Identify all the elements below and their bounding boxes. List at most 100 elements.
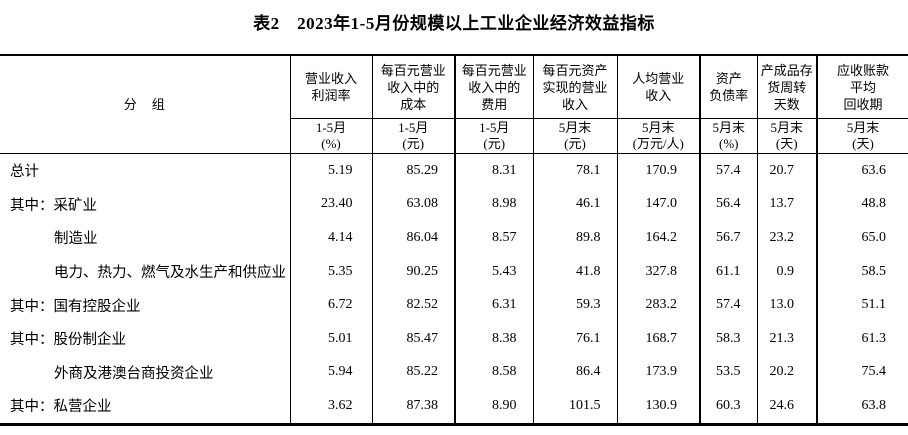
cell-value: 87.38 — [371, 389, 455, 425]
subheader-profit-margin: 1-5月 (%) — [289, 118, 372, 154]
header-inventory-days: 产成品存 货周转 天数 — [756, 55, 817, 119]
economic-indicators-table: 分 组 营业收入 利润率 每百元营业 收入中的 成本 每百元营业 收入中的 费用… — [0, 54, 908, 426]
subheader-cost-per-100: 1-5月 (元) — [371, 118, 455, 154]
cell-value: 86.4 — [532, 355, 617, 390]
cell-value: 41.8 — [532, 254, 617, 289]
cell-value: 8.31 — [454, 153, 533, 188]
cell-value: 5.19 — [289, 153, 372, 188]
subheader-inventory-days: 5月末 (天) — [756, 118, 817, 154]
row-label: 其中：股份制企业 — [0, 322, 290, 356]
cell-value: 46.1 — [532, 187, 617, 222]
subheader-expense-per-100: 1-5月 (元) — [454, 118, 533, 154]
subheader-receivable-period: 5月末 (天) — [816, 118, 908, 154]
cell-value: 5.43 — [454, 254, 533, 289]
cell-value: 85.29 — [371, 153, 455, 188]
cell-value: 56.4 — [699, 187, 757, 222]
row-label-prefix: 其中： — [10, 399, 54, 416]
row-label-prefix: 其中： — [10, 298, 54, 315]
table-row-mining: 其中：采矿业 23.40 63.08 8.98 46.1 147.0 56.4 … — [0, 187, 908, 222]
row-label-name: 电力、热力、燃气及水生产和供应业 — [54, 265, 286, 282]
cell-value: 85.22 — [371, 355, 455, 390]
page-title: 表2 2023年1-5月份规模以上工业企业经济效益指标 — [253, 14, 655, 33]
cell-value: 13.7 — [756, 187, 817, 222]
cell-value: 65.0 — [816, 221, 908, 255]
row-label-prefix: 其中： — [10, 332, 54, 349]
row-label-name: 总计 — [10, 164, 39, 181]
subheader-revenue-per-capita: 5月末 (万元/人) — [616, 118, 700, 154]
cell-value: 58.5 — [816, 254, 908, 289]
cell-value: 23.2 — [756, 221, 817, 255]
cell-value: 60.3 — [699, 389, 757, 425]
cell-value: 76.1 — [532, 321, 617, 356]
table-row-foreign-invested: 外商及港澳台商投资企业 5.94 85.22 8.58 86.4 173.9 5… — [0, 355, 908, 390]
header-group: 分 组 — [0, 55, 290, 154]
cell-value: 101.5 — [532, 389, 617, 425]
subheader-revenue-per-asset: 5月末 (元) — [532, 118, 617, 154]
cell-value: 56.7 — [699, 221, 757, 255]
table-row-manufacturing: 制造业 4.14 86.04 8.57 89.8 164.2 56.7 23.2… — [0, 221, 908, 255]
cell-value: 51.1 — [816, 288, 908, 322]
subheader-debt-ratio: 5月末 (%) — [699, 118, 757, 154]
cell-value: 170.9 — [616, 153, 700, 188]
row-label: 制造业 — [0, 221, 290, 255]
row-label: 外商及港澳台商投资企业 — [0, 356, 290, 390]
header-expense-per-100: 每百元营业 收入中的 费用 — [454, 55, 533, 119]
table-row-joint-stock: 其中：股份制企业 5.01 85.47 8.38 76.1 168.7 58.3… — [0, 321, 908, 356]
cell-value: 89.8 — [532, 221, 617, 255]
header-debt-ratio: 资产 负债率 — [699, 55, 757, 119]
cell-value: 82.52 — [371, 288, 455, 322]
cell-value: 61.3 — [816, 321, 908, 356]
cell-value: 8.90 — [454, 389, 533, 425]
row-label-prefix: 其中： — [10, 197, 54, 214]
row-label-name: 国有控股企业 — [53, 298, 141, 315]
cell-value: 8.58 — [454, 355, 533, 390]
cell-value: 164.2 — [616, 221, 700, 255]
cell-value: 130.9 — [616, 389, 700, 425]
cell-value: 58.3 — [699, 321, 757, 356]
cell-value: 48.8 — [816, 187, 908, 222]
cell-value: 85.47 — [371, 321, 455, 356]
row-label-name: 制造业 — [54, 231, 98, 248]
cell-value: 20.2 — [756, 355, 817, 390]
cell-value: 168.7 — [616, 321, 700, 356]
cell-value: 20.7 — [756, 153, 817, 188]
row-label-name: 私营企业 — [53, 399, 112, 416]
cell-value: 90.25 — [371, 254, 455, 289]
header-row-main: 分 组 营业收入 利润率 每百元营业 收入中的 成本 每百元营业 收入中的 费用… — [0, 55, 908, 154]
header-revenue-per-asset: 每百元资产 实现的营业 收入 — [532, 55, 617, 119]
cell-value: 63.08 — [371, 187, 455, 222]
cell-value: 0.9 — [756, 254, 817, 289]
cell-value: 327.8 — [616, 254, 700, 289]
cell-value: 13.0 — [756, 288, 817, 322]
cell-value: 53.5 — [699, 355, 757, 390]
row-label-name: 采矿业 — [53, 197, 98, 214]
cell-value: 75.4 — [816, 355, 908, 390]
cell-value: 283.2 — [616, 288, 700, 322]
cell-value: 57.4 — [699, 153, 757, 188]
cell-value: 63.6 — [816, 153, 908, 188]
cell-value: 57.4 — [699, 288, 757, 322]
row-label-name: 股份制企业 — [53, 332, 127, 349]
cell-value: 8.38 — [454, 321, 533, 356]
table-row-utilities: 电力、热力、燃气及水生产和供应业 5.35 90.25 5.43 41.8 32… — [0, 254, 908, 289]
header-profit-margin: 营业收入 利润率 — [289, 55, 372, 119]
cell-value: 3.62 — [289, 389, 372, 425]
cell-value: 5.01 — [289, 321, 372, 356]
row-label: 总计 — [0, 154, 290, 188]
cell-value: 61.1 — [699, 254, 757, 289]
cell-value: 8.98 — [454, 187, 533, 222]
cell-value: 63.8 — [816, 389, 908, 425]
cell-value: 173.9 — [616, 355, 700, 390]
cell-value: 21.3 — [756, 321, 817, 356]
cell-value: 59.3 — [532, 288, 617, 322]
row-label: 电力、热力、燃气及水生产和供应业 — [0, 255, 290, 289]
row-label: 其中：国有控股企业 — [0, 288, 290, 322]
cell-value: 86.04 — [371, 221, 455, 255]
row-label-name: 外商及港澳台商投资企业 — [54, 365, 214, 382]
row-label: 其中：私营企业 — [0, 389, 290, 424]
cell-value: 8.57 — [454, 221, 533, 255]
header-revenue-per-capita: 人均营业 收入 — [616, 55, 700, 119]
table-row-private: 其中：私营企业 3.62 87.38 8.90 101.5 130.9 60.3… — [0, 389, 908, 425]
cell-value: 5.35 — [289, 254, 372, 289]
header-cost-per-100: 每百元营业 收入中的 成本 — [371, 55, 455, 119]
